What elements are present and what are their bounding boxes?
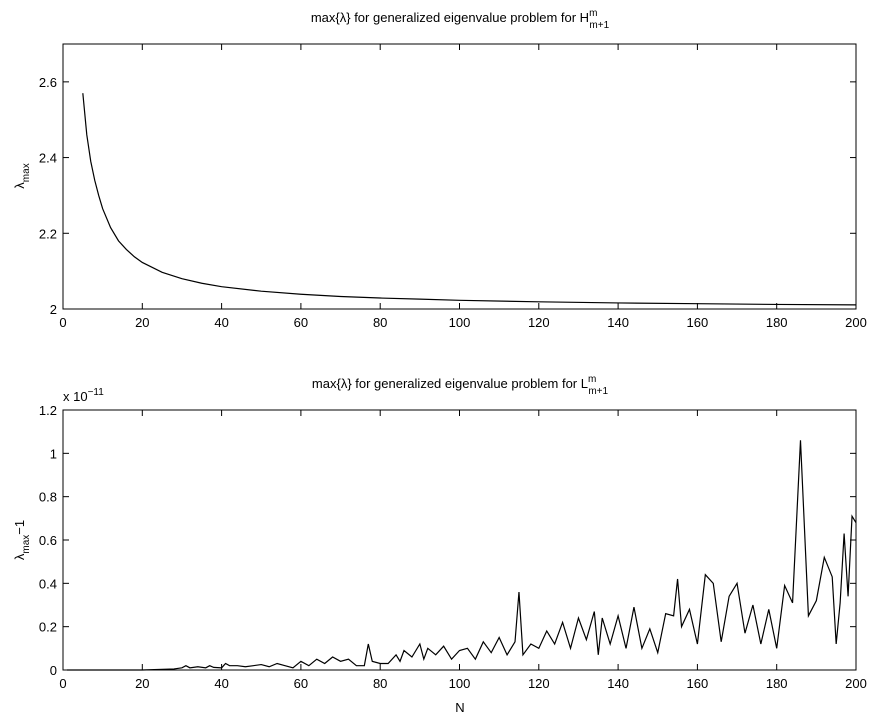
x-tick-label: 140: [607, 676, 629, 691]
x-tick-label: 120: [528, 676, 550, 691]
y-tick-label: 0.2: [39, 620, 57, 635]
chart-title: max{λ} for generalized eigenvalue proble…: [312, 374, 609, 397]
x-tick-label: 40: [214, 676, 228, 691]
y-tick-label: 2.6: [39, 75, 57, 90]
scale-label: x 10−11: [63, 387, 104, 404]
x-tick-label: 20: [135, 676, 149, 691]
chart-title: max{λ} for generalized eigenvalue proble…: [311, 8, 610, 31]
title-sub: m+1: [589, 20, 609, 31]
ylabel-text: λ: [12, 553, 27, 560]
x-axis-label: N: [455, 700, 464, 715]
y-axis-label: λmax−1: [12, 520, 32, 560]
title-sup: m: [589, 8, 597, 19]
x-tick-label: 40: [214, 315, 228, 330]
scale-text: x 10: [63, 389, 88, 404]
ylabel-sub: max: [21, 535, 32, 554]
x-tick-label: 180: [766, 676, 788, 691]
x-tick-label: 0: [59, 315, 66, 330]
x-tick-label: 200: [845, 676, 867, 691]
title-text: max{λ} for generalized eigenvalue proble…: [312, 376, 588, 391]
x-tick-label: 60: [294, 676, 308, 691]
x-tick-label: 80: [373, 676, 387, 691]
data-line: [66, 440, 857, 671]
y-tick-label: 1.2: [39, 403, 57, 418]
y-tick-label: 0.6: [39, 533, 57, 548]
x-tick-label: 160: [687, 676, 709, 691]
x-tick-label: 200: [845, 315, 867, 330]
ylabel-sub: max: [21, 163, 32, 182]
x-tick-label: 0: [59, 676, 66, 691]
x-tick-label: 180: [766, 315, 788, 330]
scale-exponent: −11: [88, 387, 105, 398]
y-tick-label: 2: [50, 302, 57, 317]
x-tick-label: 80: [373, 315, 387, 330]
title-sub: m+1: [588, 386, 608, 397]
y-tick-label: 0.4: [39, 576, 57, 591]
y-tick-label: 0.8: [39, 490, 57, 505]
x-tick-label: 120: [528, 315, 550, 330]
x-tick-label: 20: [135, 315, 149, 330]
title-text: max{λ} for generalized eigenvalue proble…: [311, 10, 589, 25]
ylabel-text: λ: [12, 182, 27, 189]
y-axis-label: λmax: [12, 163, 32, 188]
x-tick-label: 60: [294, 315, 308, 330]
x-tick-label: 140: [607, 315, 629, 330]
ylabel-suffix: −1: [12, 520, 27, 535]
y-tick-label: 0: [50, 663, 57, 678]
x-tick-label: 160: [687, 315, 709, 330]
y-tick-label: 1: [50, 446, 57, 461]
data-line: [82, 93, 857, 306]
x-tick-label: 100: [449, 315, 471, 330]
y-tick-label: 2.4: [39, 151, 57, 166]
x-tick-label: 100: [449, 676, 471, 691]
y-tick-label: 2.2: [39, 226, 57, 241]
title-sup: m: [588, 374, 596, 385]
